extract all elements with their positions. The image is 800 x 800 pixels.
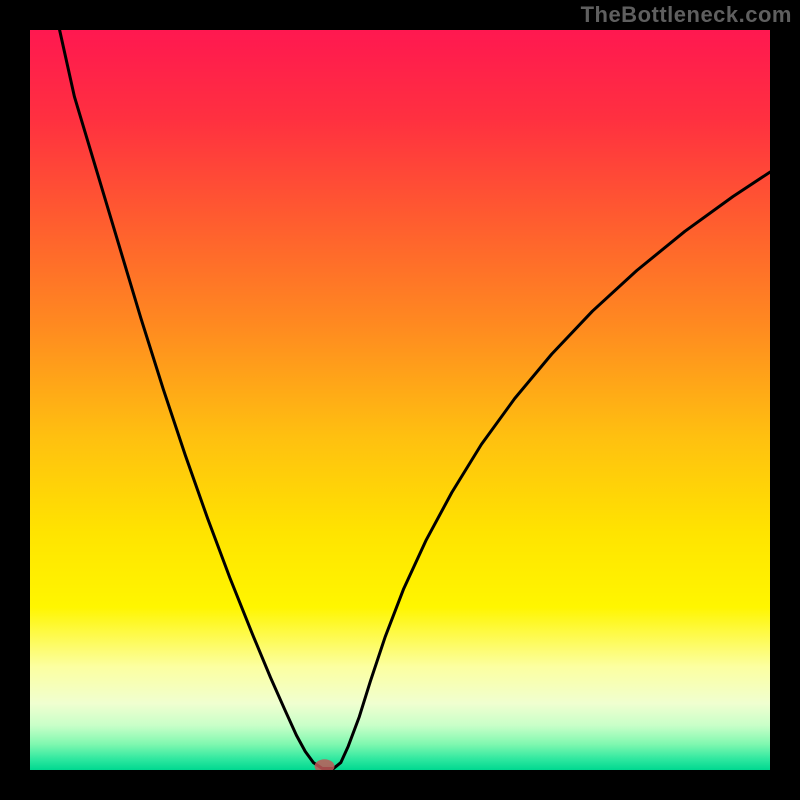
plot-background <box>30 30 770 770</box>
watermark-text: TheBottleneck.com <box>581 2 792 28</box>
bottleneck-chart: TheBottleneck.com <box>0 0 800 800</box>
border-right <box>770 0 800 800</box>
border-left <box>0 0 30 800</box>
chart-svg <box>0 0 800 800</box>
border-bottom <box>0 770 800 800</box>
